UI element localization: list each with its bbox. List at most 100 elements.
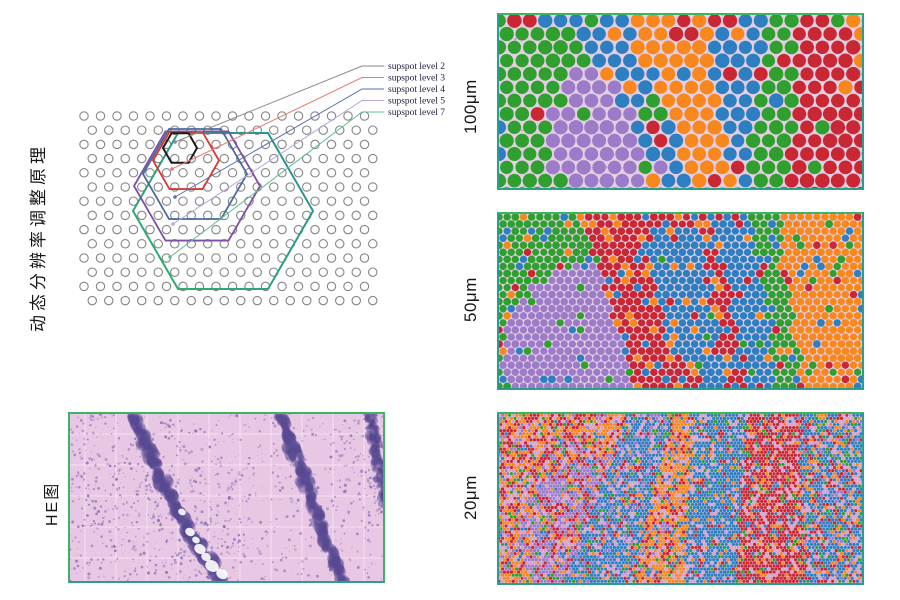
supspot-hexagon-level-2 xyxy=(161,132,199,164)
spot-circle xyxy=(170,239,180,249)
spot-circle xyxy=(170,267,180,277)
spot-circle xyxy=(211,224,221,235)
spot-circle xyxy=(252,210,263,221)
spot-circle xyxy=(120,210,130,221)
spot-circle xyxy=(112,281,122,292)
supspot-hexagon-level-3 xyxy=(151,131,221,190)
spot-circle xyxy=(87,125,97,135)
spot-circle xyxy=(112,196,122,206)
spot-circle xyxy=(326,281,337,292)
spot-circle xyxy=(128,224,139,235)
spot-circle xyxy=(260,111,271,121)
legend-leader-line xyxy=(174,65,384,143)
spot-circle xyxy=(79,139,89,150)
spot-circle xyxy=(128,111,139,121)
spot-circle xyxy=(318,210,328,221)
spot-circle xyxy=(359,196,370,206)
spot-circle xyxy=(269,239,279,249)
spot-circle xyxy=(351,153,361,164)
spot-circle xyxy=(302,295,312,306)
spot-circle xyxy=(120,153,130,164)
spot-circle xyxy=(277,281,287,292)
spot-circle xyxy=(269,295,279,306)
leader-endpoint-dot xyxy=(173,195,177,199)
spot-circle xyxy=(310,253,320,263)
spot-circle xyxy=(359,253,370,263)
legend-leader-line xyxy=(169,111,384,258)
spot-circle xyxy=(302,153,312,164)
spot-circle xyxy=(293,253,304,263)
legend-leader-line xyxy=(171,77,384,170)
spot-circle xyxy=(194,253,205,263)
spot-circle xyxy=(310,196,320,206)
spot-circle xyxy=(326,196,337,206)
spot-circle xyxy=(302,239,312,249)
spot-panel-50um xyxy=(497,212,864,390)
spot-circle xyxy=(334,239,345,249)
spot-circle xyxy=(178,168,188,178)
spot-circle xyxy=(351,182,361,192)
spot-circle xyxy=(260,168,271,178)
spot-circle xyxy=(186,125,197,135)
spot-circle xyxy=(318,153,328,164)
spot-circle xyxy=(343,168,353,178)
spot-circle xyxy=(153,210,164,221)
spot-circle xyxy=(367,267,378,277)
spot-circle xyxy=(334,210,345,221)
spot-circle xyxy=(137,153,147,164)
spot-circle xyxy=(178,111,188,121)
spot-circle xyxy=(161,224,172,235)
spot-circle xyxy=(128,139,139,150)
spot-circle xyxy=(103,125,114,135)
spot-circle xyxy=(277,224,287,235)
spot-circle xyxy=(359,139,370,150)
spot-circle xyxy=(343,281,353,292)
spot-circle xyxy=(153,125,164,135)
spot-circle xyxy=(269,125,279,135)
spot-circle xyxy=(211,111,221,121)
spot-circle xyxy=(293,111,304,121)
spot-circle xyxy=(95,168,106,178)
spot-circle xyxy=(170,295,180,306)
spot-circle xyxy=(252,267,263,277)
spot-circle xyxy=(95,281,106,292)
spot-circle xyxy=(153,239,164,249)
spot-circle xyxy=(103,239,114,249)
spot-circle xyxy=(79,168,89,178)
spot-circle xyxy=(293,281,304,292)
spot-circle xyxy=(161,168,172,178)
spot-circle xyxy=(277,139,287,150)
spot-circle xyxy=(203,295,213,306)
spot-circle xyxy=(236,295,246,306)
spot-circle xyxy=(269,153,279,164)
spot-circle xyxy=(227,281,238,292)
spot-circle xyxy=(236,239,246,249)
spot-circle xyxy=(103,267,114,277)
legend-label: supspot level 2 xyxy=(388,62,445,72)
spot-circle xyxy=(351,125,361,135)
spot-circle xyxy=(128,168,139,178)
spot-circle xyxy=(120,295,130,306)
spot-circle xyxy=(252,239,263,249)
spot-circle xyxy=(186,267,197,277)
spot-circle xyxy=(260,224,271,235)
spot-circle xyxy=(236,125,246,135)
spot-circle xyxy=(293,168,304,178)
spot-circle xyxy=(112,224,122,235)
he-label: HE图 xyxy=(44,481,61,526)
spot-circle xyxy=(161,196,172,206)
spot-circle xyxy=(343,224,353,235)
spot-circle xyxy=(178,281,188,292)
spot-circle xyxy=(260,139,271,150)
spot-circle xyxy=(153,267,164,277)
spot-circle xyxy=(367,239,378,249)
spot-circle xyxy=(128,281,139,292)
leader-endpoint-dot xyxy=(168,255,172,259)
spot-circle xyxy=(285,125,296,135)
spot-map-50um xyxy=(499,214,862,388)
spot-circle xyxy=(334,295,345,306)
spot-circle xyxy=(367,210,378,221)
spot-circle xyxy=(343,139,353,150)
spot-circle xyxy=(153,182,164,192)
